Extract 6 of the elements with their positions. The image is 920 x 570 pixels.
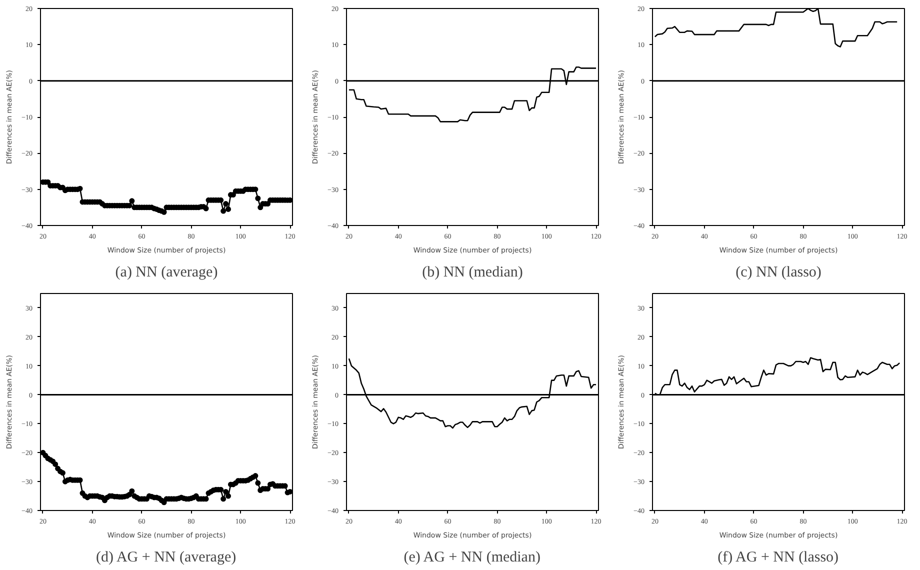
text: (c) NN (lasso) <box>736 264 822 280</box>
text: (f) AG + NN (lasso) <box>718 550 839 566</box>
text: (a) NN (average) <box>115 264 218 280</box>
text: (b) NN (median) <box>422 264 523 280</box>
text: (e) AG + NN (median) <box>404 550 540 566</box>
text: (d) AG + NN (average) <box>96 550 236 566</box>
